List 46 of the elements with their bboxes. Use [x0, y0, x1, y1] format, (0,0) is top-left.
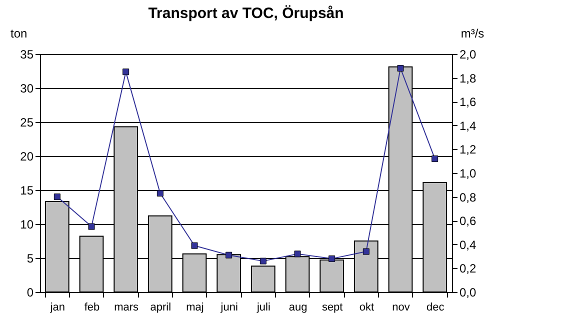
y2-tick-label: 0,2 — [460, 262, 477, 276]
y2-tick-label: 1,8 — [460, 71, 477, 86]
y-tick-label: 20 — [20, 150, 34, 164]
y2-tick-label: 2,0 — [460, 48, 477, 62]
y-tick-label: 15 — [20, 184, 34, 198]
point — [397, 65, 404, 72]
point — [54, 194, 60, 200]
point — [156, 190, 164, 196]
point — [294, 250, 301, 258]
x-tick-label: sept — [322, 302, 343, 314]
y-tick-label: 10 — [20, 218, 34, 232]
x-tick-label: okt — [359, 302, 374, 314]
y2-tick-label: 1,6 — [460, 95, 477, 110]
chart-title: Transport av TOC, Örupsån — [148, 5, 344, 22]
y2-tick-label: 1,2 — [460, 142, 477, 157]
y2-tick-label: 0,4 — [460, 238, 477, 252]
point — [88, 223, 95, 230]
x-tick-label: juni — [220, 302, 238, 314]
y-tick-label: 5 — [26, 252, 34, 266]
x-tick-label: juli — [256, 302, 270, 314]
x-tick-label: aug — [288, 302, 308, 314]
x-tick-label: maj — [186, 302, 204, 314]
x-tick-label: nov — [392, 302, 410, 314]
point — [362, 248, 370, 255]
y-tick-label: 30 — [20, 82, 34, 96]
y2-tick-label: 0,8 — [460, 190, 477, 204]
x-tick-label: mars — [114, 302, 140, 314]
y-tick-label: 35 — [20, 48, 34, 62]
x-tick-label: dec — [426, 302, 445, 314]
point — [260, 258, 266, 264]
y-tick-label: 0 — [26, 286, 34, 300]
y2-tick-label: 0,0 — [460, 286, 477, 300]
point — [191, 242, 198, 249]
y2-tick-label: 0,6 — [460, 214, 477, 228]
y2-tick-label: 1,4 — [460, 118, 477, 133]
point — [328, 255, 336, 262]
y-axis-title: ton — [10, 26, 28, 40]
y2-tick-label: 1,0 — [460, 166, 477, 180]
point — [122, 68, 130, 76]
point — [432, 155, 438, 162]
y2-axis-title: m³/s — [460, 26, 484, 40]
point — [226, 252, 232, 258]
x-tick-label: jan — [49, 302, 66, 314]
y-tick-label: 25 — [20, 116, 34, 130]
x-tick-label: feb — [84, 302, 100, 314]
x-tick-label: april — [150, 302, 172, 314]
